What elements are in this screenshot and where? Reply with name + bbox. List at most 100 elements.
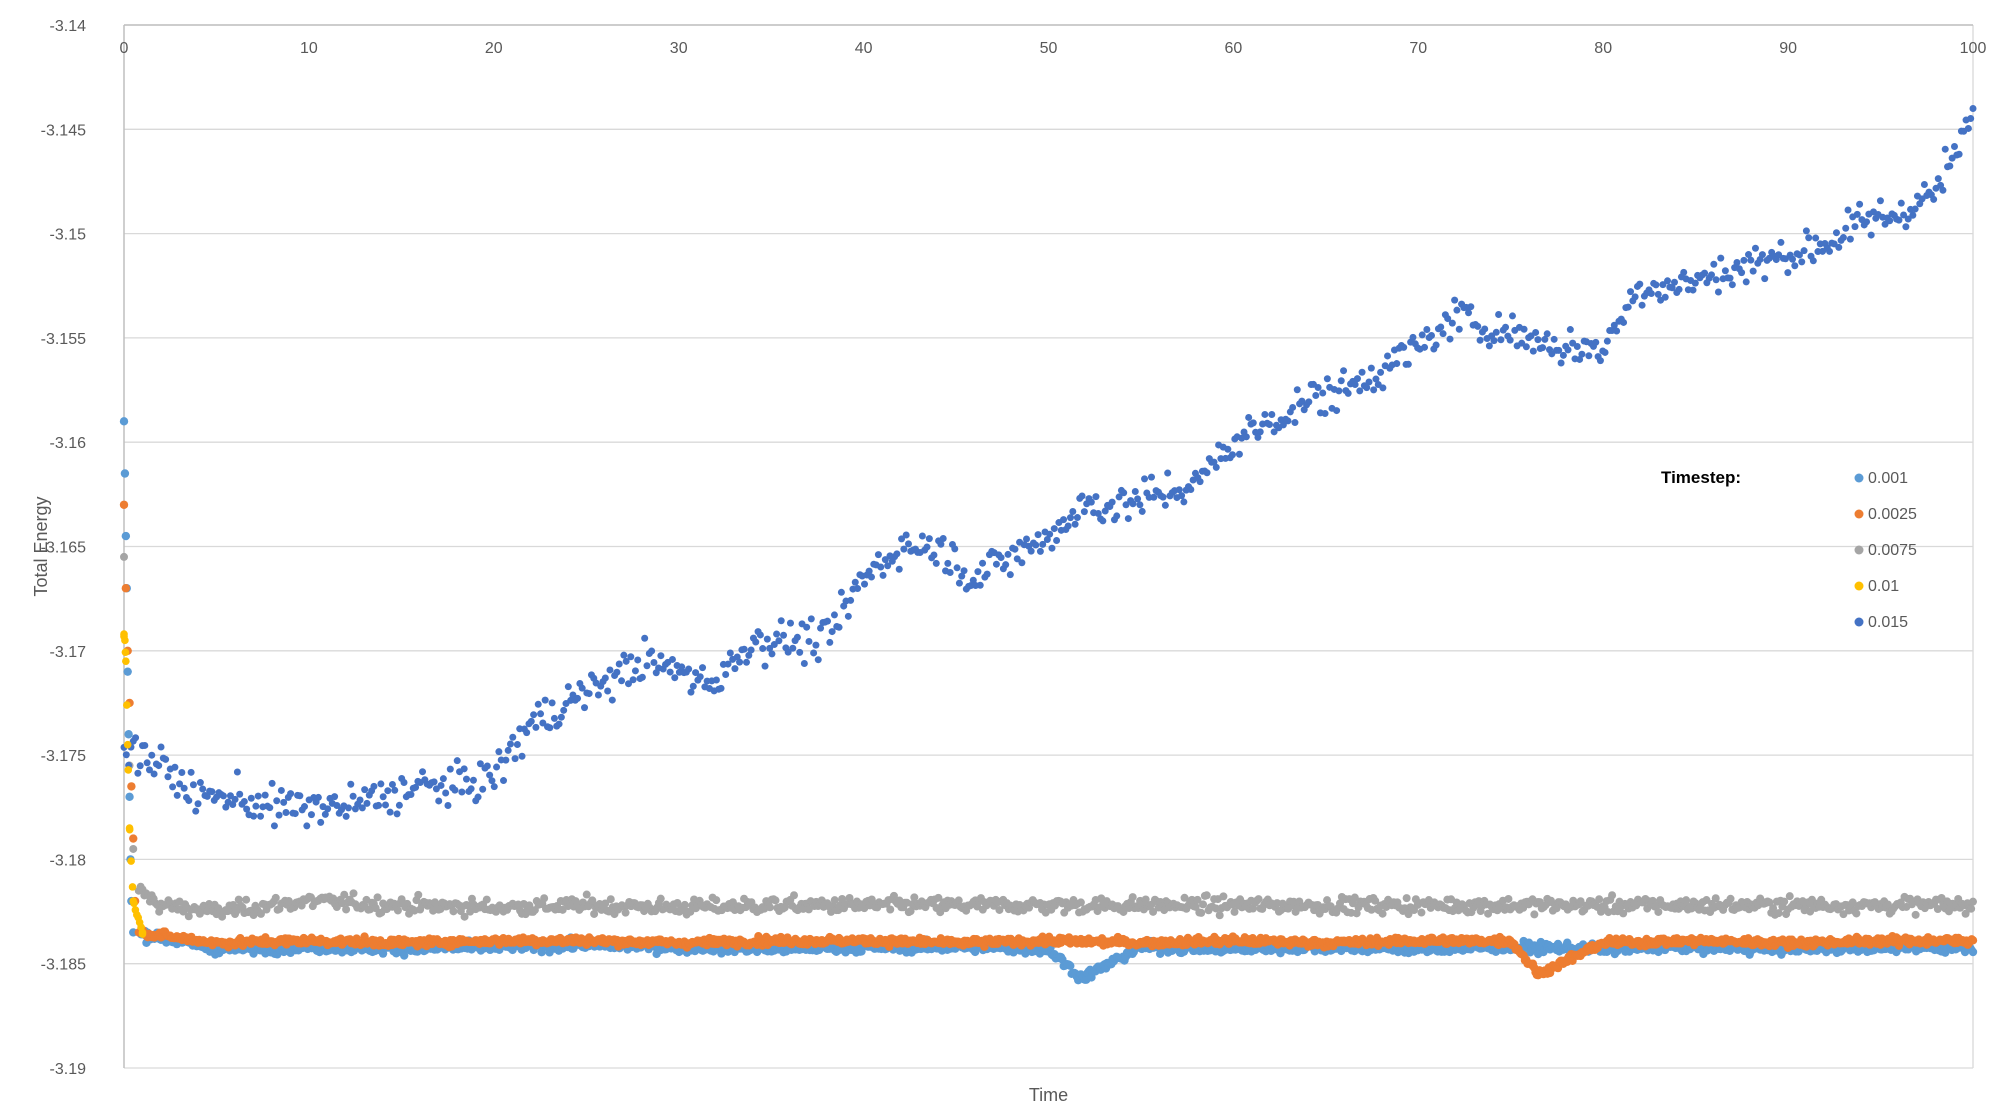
point-0.0075 [1552, 904, 1561, 913]
point-0.015 [1365, 378, 1373, 386]
point-0.015 [881, 556, 889, 564]
point-0.0075 [525, 901, 534, 910]
point-0.015 [578, 684, 586, 692]
point-0.015 [240, 797, 248, 805]
point-0.015 [958, 572, 966, 580]
point-0.015 [1363, 384, 1371, 392]
point-0.0075 [934, 893, 943, 902]
point-0.015 [925, 535, 933, 543]
point-0.015 [1203, 469, 1211, 477]
point-0.015 [1367, 364, 1375, 372]
point-0.015 [1136, 501, 1144, 509]
point-0.001 [120, 469, 130, 478]
point-0.015 [321, 810, 329, 818]
point-0.015 [1839, 234, 1847, 242]
point-0.015 [1508, 312, 1516, 320]
point-0.015 [1087, 498, 1095, 506]
point-0.015 [1596, 357, 1604, 365]
point-0.015 [1481, 325, 1489, 333]
point-0.015 [615, 660, 623, 668]
point-0.015 [657, 652, 665, 660]
point-0.015 [1745, 251, 1753, 259]
legend-marker [1854, 581, 1864, 591]
point-0.0075 [184, 912, 193, 921]
point-0.015 [1895, 216, 1903, 224]
x-tick-label: 10 [300, 40, 318, 57]
point-0.015 [1150, 493, 1158, 501]
point-0.015 [793, 633, 801, 641]
point-0.015 [1437, 323, 1445, 331]
point-0.015 [641, 634, 649, 642]
point-0.015 [1668, 284, 1676, 292]
point-0.015 [687, 688, 695, 696]
point-0.015 [574, 694, 582, 702]
point-0.0075 [1504, 894, 1513, 903]
point-0.015 [1726, 274, 1734, 282]
point-0.015 [946, 568, 954, 576]
point-0.0075 [1193, 895, 1202, 904]
point-0.015 [1039, 540, 1047, 548]
point-0.015 [1647, 290, 1655, 298]
point-0.015 [134, 769, 142, 777]
point-0.015 [1506, 336, 1514, 344]
point-0.015 [1094, 509, 1102, 517]
point-0.015 [923, 543, 931, 551]
point-0.015 [627, 653, 635, 661]
point-0.015 [752, 638, 760, 646]
point-0.015 [324, 805, 332, 813]
point-0.015 [1400, 343, 1408, 351]
point-0.015 [1573, 342, 1581, 350]
point-0.015 [740, 645, 748, 653]
point-0.015 [861, 580, 869, 588]
point-0.0075 [1780, 897, 1789, 906]
point-0.0075 [621, 908, 630, 917]
point-0.015 [844, 612, 852, 620]
point-0.015 [247, 794, 255, 802]
point-0.015 [1777, 238, 1785, 246]
point-0.015 [506, 740, 514, 748]
point-0.015 [1393, 360, 1401, 368]
point-0.015 [462, 775, 470, 783]
point-0.015 [1323, 375, 1331, 383]
point-0.015 [835, 623, 843, 631]
point-0.015 [1101, 507, 1109, 515]
point-0.015 [717, 684, 725, 692]
point-0.015 [1675, 285, 1683, 293]
point-0.015 [555, 720, 563, 728]
point-0.015 [141, 741, 149, 749]
point-0.0025 [119, 500, 129, 509]
point-0.0075 [1967, 904, 1976, 913]
point-0.015 [953, 564, 961, 572]
x-tick-label: 20 [485, 40, 503, 57]
point-0.015 [1967, 114, 1975, 122]
point-0.015 [1187, 486, 1195, 494]
point-0.015 [1939, 186, 1947, 194]
point-0.0075 [1336, 899, 1345, 908]
point-0.015 [1955, 150, 1963, 158]
point-0.015 [756, 631, 764, 639]
point-0.001 [378, 949, 388, 958]
point-0.01 [124, 766, 133, 774]
point-0.015 [807, 615, 815, 623]
point-0.0075 [1774, 909, 1783, 918]
point-0.015 [1747, 256, 1755, 264]
point-0.015 [1228, 451, 1236, 459]
point-0.015 [460, 765, 468, 773]
y-tick-label: -3.19 [50, 1061, 87, 1078]
point-0.015 [1532, 328, 1540, 336]
point-0.015 [761, 662, 769, 670]
point-0.0075 [1202, 891, 1211, 900]
point-0.015 [1920, 181, 1928, 189]
point-0.015 [400, 778, 408, 786]
point-0.015 [1740, 256, 1748, 264]
point-0.015 [435, 797, 443, 805]
point-0.001 [1066, 961, 1075, 971]
point-0.0075 [1852, 909, 1861, 918]
point-0.015 [451, 786, 459, 794]
y-tick-label: -3.155 [41, 331, 86, 348]
point-0.015 [381, 801, 389, 809]
point-0.015 [789, 644, 797, 652]
point-0.015 [490, 783, 498, 791]
point-0.015 [377, 780, 385, 788]
